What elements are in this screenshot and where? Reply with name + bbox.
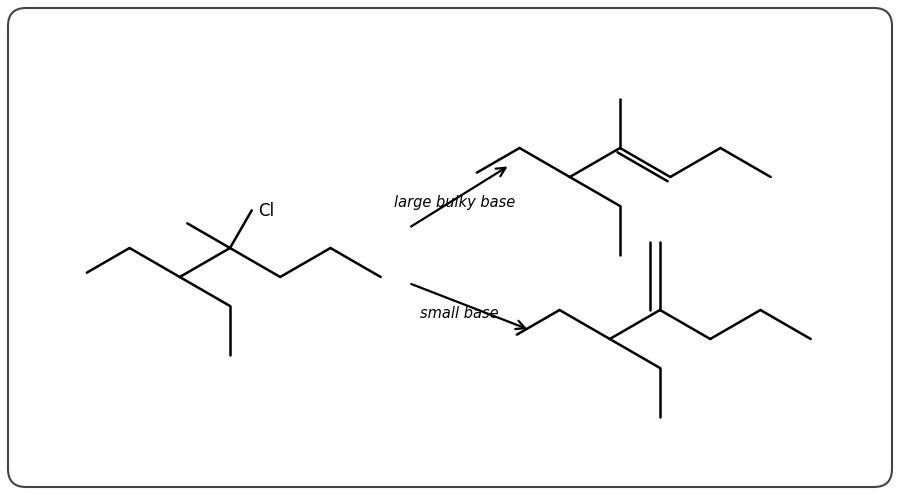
Text: small base: small base <box>420 305 499 320</box>
Text: large bulky base: large bulky base <box>393 196 515 210</box>
Text: Cl: Cl <box>257 202 274 220</box>
